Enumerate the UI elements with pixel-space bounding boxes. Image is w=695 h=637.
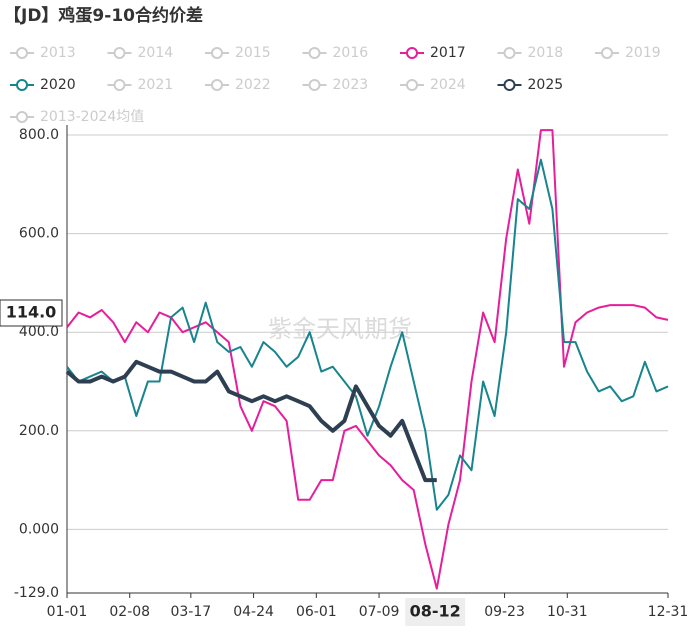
legend-marker	[211, 79, 223, 91]
y-tick-label: 0.000	[19, 521, 59, 537]
legend-label: 2021	[138, 77, 174, 93]
legend-label: 2023	[333, 77, 369, 93]
x-tick-label: 07-09	[359, 604, 400, 620]
legend-item[interactable]: 2022	[205, 77, 271, 93]
x-tick-label: 06-01	[296, 604, 337, 620]
legend-label: 2024	[430, 77, 466, 93]
x-tick-label: 09-23	[484, 604, 525, 620]
legend-item[interactable]: 2018	[497, 45, 564, 61]
legend-label: 2017	[430, 45, 466, 61]
legend-label: 2016	[333, 45, 369, 61]
legend-item[interactable]: 2013-2024均值	[10, 109, 144, 125]
pointer-y-label: 114.0	[6, 303, 57, 322]
legend-marker	[406, 79, 418, 91]
legend-item[interactable]: 2019	[595, 45, 661, 61]
x-tick-label: 12-31	[648, 604, 689, 620]
pointer-x-box	[405, 598, 466, 626]
legend-marker	[406, 47, 418, 59]
legend-item[interactable]: 2021	[107, 77, 174, 93]
chart-title: 【JD】鸡蛋9-10合约价差	[4, 5, 203, 26]
legend-marker	[16, 47, 28, 59]
legend-label: 2025	[528, 77, 564, 93]
legend-marker	[308, 47, 321, 59]
legend-item[interactable]: 2024	[400, 77, 466, 93]
pointer-y-box	[0, 299, 63, 327]
x-tick-label: 10-31	[547, 604, 588, 620]
legend-label: 2015	[235, 45, 271, 61]
watermark: 紫金天风期货	[268, 315, 412, 343]
series-line	[66, 158, 669, 511]
legend-item[interactable]: 2025	[497, 77, 564, 93]
pointer-x-label: 08-12	[410, 602, 461, 621]
legend-marker	[113, 47, 126, 59]
legend-item[interactable]: 2016	[302, 45, 369, 61]
legend-marker	[308, 79, 321, 91]
legend-label: 2019	[625, 45, 661, 61]
legend-item[interactable]: 2020	[10, 77, 76, 93]
legend-item[interactable]: 2014	[107, 45, 174, 61]
legend-item[interactable]: 2017	[400, 45, 466, 61]
x-tick-label: 03-17	[170, 604, 211, 620]
x-tick-label: 01-01	[47, 604, 88, 620]
legend-marker	[503, 79, 516, 91]
y-tick-label: 800.0	[19, 127, 59, 143]
legend-marker	[503, 47, 516, 59]
series-line	[65, 359, 437, 483]
y-tick-label: 200.0	[19, 423, 59, 439]
series-line	[66, 129, 669, 590]
x-tick-label: 04-24	[233, 604, 274, 620]
legend-label: 2018	[528, 45, 564, 61]
legend-label: 2013-2024均值	[40, 109, 144, 125]
legend-label: 2022	[235, 77, 271, 93]
legend-item[interactable]: 2023	[302, 77, 369, 93]
legend-item[interactable]: 2015	[205, 45, 271, 61]
legend-label: 2020	[40, 77, 76, 93]
y-tick-label: 600.0	[19, 226, 59, 242]
legend-marker	[113, 79, 126, 91]
y-tick-label: -129.0	[14, 585, 59, 601]
legend-marker	[16, 111, 28, 123]
x-tick-label: 02-08	[109, 604, 150, 620]
legend-item[interactable]: 2013	[10, 45, 76, 61]
legend-marker	[211, 47, 223, 59]
y-tick-label: 400.0	[19, 324, 59, 340]
legend-label: 2014	[138, 45, 174, 61]
legend-marker	[16, 79, 28, 91]
legend-marker	[601, 47, 613, 59]
legend-label: 2013	[40, 45, 76, 61]
